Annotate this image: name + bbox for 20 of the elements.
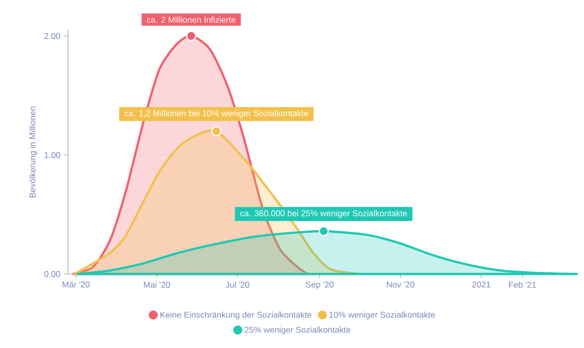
point <box>318 226 329 236</box>
x-tick-label: Nov '20 <box>386 282 414 288</box>
y-tick-label: 1.00 <box>44 152 60 158</box>
x-tick-label: Mai '20 <box>144 282 170 288</box>
point <box>211 126 222 136</box>
annotation: ca. 2 Millionen Infizierte <box>146 16 236 23</box>
legend-label: Keine Einschränkung der Sozialkontakte <box>160 312 312 320</box>
legend-label: 10% weniger Sozialkontakte <box>329 312 435 320</box>
x-tick-label: Feb '21 <box>509 282 536 288</box>
x-tick-label: Sep '20 <box>306 282 334 290</box>
y-tick-label: 0.00 <box>44 271 60 277</box>
x-tick-label: Jul '20 <box>226 282 250 288</box>
y-axis-title: Bevölkerung in Millionen <box>29 106 38 198</box>
point <box>186 30 196 42</box>
x-tick-label: 2021 <box>472 282 490 288</box>
legend-label: 25% weniger Sozialkontakte <box>244 326 350 334</box>
annotation: ca. 360.000 bei 25% weniger Sozialkontakte <box>240 210 407 218</box>
y-tick-label: 2.00 <box>44 32 60 39</box>
annotation: ca. 1,2 Millionen bei 10% weniger Sozialkontakte <box>124 110 308 118</box>
x-tick-label: Mär '20 <box>62 282 90 288</box>
